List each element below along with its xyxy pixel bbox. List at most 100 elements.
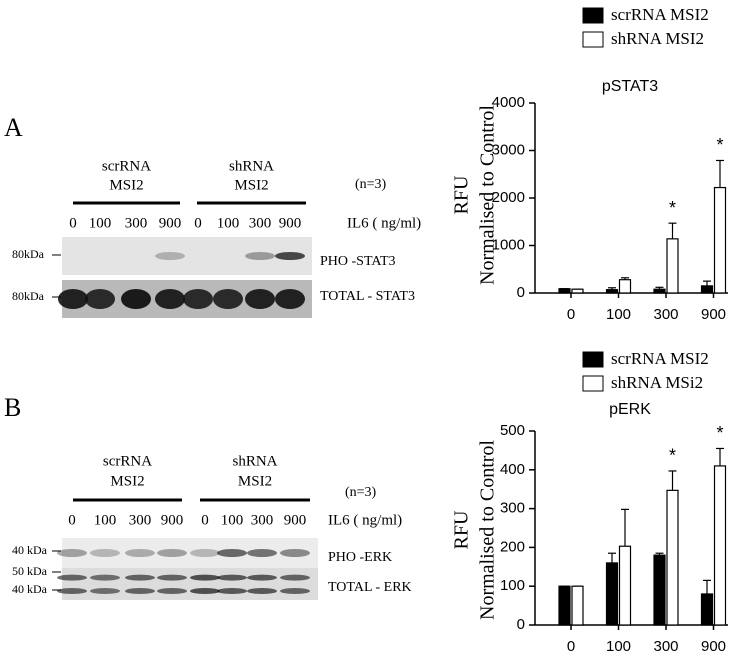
- dose-label: IL6 ( ng/ml): [347, 215, 421, 231]
- x-tick-label: 100: [606, 638, 631, 652]
- lane-label: 900: [159, 215, 182, 231]
- legend-swatch: [582, 7, 604, 24]
- bar: [605, 562, 619, 626]
- lane-label: 300: [251, 512, 274, 528]
- x-tick-label: 0: [567, 306, 575, 323]
- blot-band: [121, 289, 151, 309]
- blot-band: [275, 289, 305, 309]
- x-tick-label: 300: [653, 638, 678, 652]
- bar: [653, 554, 666, 626]
- blot-band: [157, 549, 187, 557]
- lane-label: 100: [89, 215, 112, 231]
- blot-strip: [62, 568, 318, 600]
- blot-band: [155, 289, 185, 309]
- legend-swatch: [582, 375, 604, 392]
- blot-band: [183, 289, 213, 309]
- blot-band: [157, 574, 187, 581]
- group-label: MSI2: [109, 177, 143, 193]
- kda-marker: 80kDa: [12, 289, 45, 303]
- x-tick-label: 100: [606, 306, 631, 323]
- n-label: (n=3): [355, 177, 387, 192]
- lane-label: 900: [161, 512, 184, 528]
- significance-mark: *: [716, 135, 723, 155]
- y-tick-label: 0: [517, 284, 525, 301]
- bar: [571, 585, 584, 626]
- x-tick-label: 300: [653, 306, 678, 323]
- blot-band: [280, 549, 310, 557]
- lane-label: 0: [68, 512, 76, 528]
- lane-label: 0: [194, 215, 202, 231]
- bar: [700, 285, 714, 294]
- blot-band: [217, 574, 247, 581]
- y-tick-label: 400: [500, 461, 525, 478]
- legend-swatch: [582, 351, 604, 368]
- bar: [666, 489, 679, 626]
- blot-band: [247, 588, 277, 595]
- band-label: PHO -ERK: [328, 550, 392, 565]
- blot-band: [58, 289, 88, 309]
- legend-swatch: [582, 31, 604, 48]
- bar: [653, 288, 666, 294]
- n-label: (n=3): [345, 485, 377, 500]
- group-label: scrRNA: [102, 158, 151, 174]
- blot-band: [85, 289, 115, 309]
- y-tick-label: 500: [500, 422, 525, 439]
- panel-label: A: [4, 113, 23, 142]
- legend-label: shRNA MSi2: [611, 373, 703, 392]
- blot-band: [157, 588, 187, 595]
- blot-band: [247, 574, 277, 581]
- x-tick-label: 900: [701, 638, 726, 652]
- bar: [713, 186, 727, 294]
- blot-band: [155, 252, 185, 260]
- y-axis-label: Normalised to Control: [477, 105, 499, 285]
- bar: [700, 593, 714, 626]
- blot-band: [57, 549, 87, 557]
- y-axis-label: RFU: [451, 510, 473, 549]
- lane-label: 300: [125, 215, 148, 231]
- group-label: MSI2: [234, 177, 268, 193]
- blot-band: [90, 549, 120, 557]
- group-label: MSI2: [238, 473, 272, 489]
- blot-band: [57, 574, 87, 581]
- blot-band: [280, 588, 310, 595]
- y-tick-label: 100: [500, 577, 525, 594]
- lane-label: 100: [217, 215, 240, 231]
- blot-band: [190, 574, 220, 581]
- x-tick-label: 0: [567, 638, 575, 652]
- y-tick-label: 1000: [492, 236, 525, 253]
- x-tick-label: 900: [701, 306, 726, 323]
- blot-band: [190, 588, 220, 595]
- bar: [605, 289, 619, 294]
- dose-label: IL6 ( ng/ml): [328, 512, 402, 528]
- bar: [713, 465, 727, 626]
- kda-marker: 40 kDa: [12, 543, 48, 557]
- group-label: scrRNA: [103, 453, 152, 469]
- y-tick-label: 200: [500, 538, 525, 555]
- blot-band: [245, 289, 275, 309]
- blot-band: [280, 574, 310, 581]
- y-tick-label: 3000: [492, 141, 525, 158]
- legend-label: shRNA MSI2: [611, 29, 704, 48]
- blot-band: [125, 574, 155, 581]
- band-label: TOTAL - STAT3: [320, 289, 415, 304]
- lane-label: 900: [284, 512, 307, 528]
- y-tick-label: 2000: [492, 189, 525, 206]
- kda-marker: 50 kDa: [12, 564, 48, 578]
- blot-band: [275, 252, 305, 260]
- lane-label: 100: [94, 512, 117, 528]
- legend-label: scrRNA MSI2: [611, 5, 709, 24]
- lane-label: 0: [69, 215, 77, 231]
- kda-marker: 80kDa: [12, 247, 45, 261]
- chart-title: pERK: [609, 401, 651, 418]
- y-tick-label: 300: [500, 500, 525, 517]
- band-label: PHO -STAT3: [320, 254, 396, 269]
- y-tick-label: 4000: [492, 94, 525, 111]
- significance-mark: *: [669, 446, 676, 466]
- blot-band: [190, 549, 220, 557]
- blot-band: [247, 549, 277, 557]
- blot-strip: [62, 237, 312, 275]
- bar: [558, 288, 571, 294]
- blot-band: [245, 252, 275, 260]
- group-label: shRNA: [229, 158, 274, 174]
